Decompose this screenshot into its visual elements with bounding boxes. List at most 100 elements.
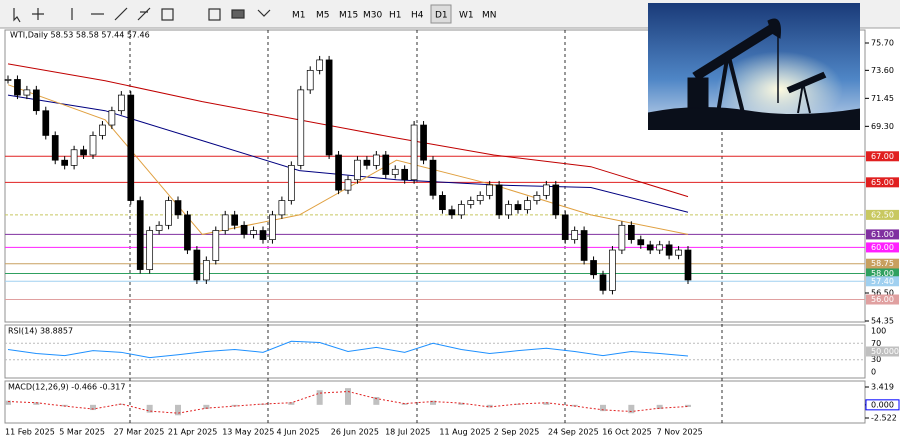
candle: [646, 244, 654, 251]
candle: [42, 110, 50, 136]
macd-bar: [203, 404, 210, 410]
level-box: [866, 151, 899, 162]
timeframe-button[interactable]: M30: [363, 11, 382, 21]
candle: [108, 110, 116, 126]
macd-bar: [515, 403, 521, 405]
candle: [571, 230, 579, 240]
macd-bar: [90, 404, 96, 411]
candle: [4, 79, 12, 81]
macd-tick-label: -2.522: [871, 414, 897, 423]
x-tick-label: 7 Nov 2025: [657, 428, 703, 437]
rsi-current-box: [866, 346, 899, 357]
candle: [306, 69, 314, 91]
candle: [51, 135, 59, 161]
candle: [14, 79, 21, 96]
timeframe-button[interactable]: MN: [482, 11, 497, 21]
macd-tick-label: 0.000: [871, 400, 894, 409]
candle: [193, 249, 201, 281]
rsi-tick-label: 0: [871, 368, 876, 377]
rect-icon[interactable]: [231, 9, 245, 19]
timeframe-button[interactable]: M5: [316, 11, 330, 21]
level-label: 67.00: [871, 152, 894, 161]
motor: [687, 77, 709, 109]
level-box: [866, 276, 899, 287]
candle: [401, 168, 409, 181]
candle: [165, 200, 172, 226]
x-tick-label: 13 May 2025: [222, 428, 274, 437]
macd-signal: [7, 390, 689, 414]
candle: [552, 184, 560, 216]
candle: [221, 214, 229, 231]
y-tick-label: 69.30: [871, 122, 894, 131]
candle: [542, 184, 550, 196]
macd-bar: [628, 404, 635, 414]
candle: [599, 274, 607, 291]
pumpjacks: [648, 18, 860, 130]
x-tick-label: 16 Oct 2025: [602, 428, 651, 437]
y-tick-label: 54.35: [871, 317, 894, 326]
timeframe-button[interactable]: D1: [435, 11, 448, 21]
candle: [278, 200, 286, 216]
timeframe-button[interactable]: M1: [292, 11, 306, 21]
timeframe-button[interactable]: H4: [411, 11, 424, 21]
rsi-title: RSI(14) 38.8857: [8, 327, 73, 336]
arrow-icon[interactable]: [257, 9, 271, 17]
macd-bar: [118, 403, 125, 405]
candle: [439, 194, 446, 211]
timeframe-button[interactable]: M15: [339, 11, 358, 21]
rsi-tick-label: 100: [871, 327, 886, 336]
moving-average: [7, 63, 689, 198]
cursor-icon[interactable]: [13, 8, 21, 23]
level-label: 60.00: [871, 243, 894, 252]
trendline-icon[interactable]: [114, 7, 128, 21]
chart-title: WTI,Daily 58.53 58.58 57.44 57.46: [10, 31, 150, 40]
candle: [117, 94, 125, 112]
candle: [61, 159, 69, 166]
timeframe-button[interactable]: H1: [389, 11, 402, 21]
y-tick-label: 56.50: [871, 289, 894, 298]
label-icon[interactable]: [208, 8, 221, 21]
macd-bar: [316, 390, 323, 405]
candle: [23, 89, 31, 96]
candle: [231, 214, 239, 226]
candle: [448, 209, 456, 216]
timeframe-button[interactable]: W1: [459, 11, 474, 21]
candle: [590, 260, 597, 276]
candle: [627, 224, 635, 240]
macd-bar: [33, 402, 40, 405]
level-label: 57.40: [871, 277, 894, 286]
rsi-panel: [4, 324, 866, 379]
x-tick-label: 26 Jun 2025: [331, 428, 379, 437]
x-tick-label: 11 Aug 2025: [439, 428, 490, 437]
macd-bar: [543, 402, 550, 405]
macd-zero-box: [865, 399, 900, 411]
candle: [136, 200, 144, 270]
candle: [184, 214, 191, 251]
candle: [391, 168, 399, 175]
level-box: [866, 258, 899, 269]
candle: [514, 204, 522, 211]
y-tick-label: 71.45: [871, 94, 894, 103]
text-icon[interactable]: [161, 8, 174, 21]
macd-bar: [5, 400, 11, 405]
candle: [240, 224, 248, 235]
macd-bar: [345, 388, 351, 405]
candle: [89, 135, 97, 156]
candle: [382, 154, 390, 175]
candle: [202, 260, 210, 281]
candle: [354, 159, 361, 181]
moving-average: [7, 94, 689, 213]
rsi-tick-label: 30: [871, 355, 881, 364]
candle: [429, 159, 437, 196]
level-box: [866, 268, 899, 279]
candle: [580, 230, 588, 261]
candle: [259, 230, 267, 240]
level-box: [866, 177, 899, 188]
x-tick-label: 24 Sep 2025: [548, 428, 599, 437]
crosshair-icon[interactable]: [32, 8, 44, 20]
level-label: 58.75: [871, 259, 894, 268]
candle: [410, 124, 418, 181]
macd-bar: [600, 404, 606, 412]
channel-icon[interactable]: [137, 7, 151, 21]
